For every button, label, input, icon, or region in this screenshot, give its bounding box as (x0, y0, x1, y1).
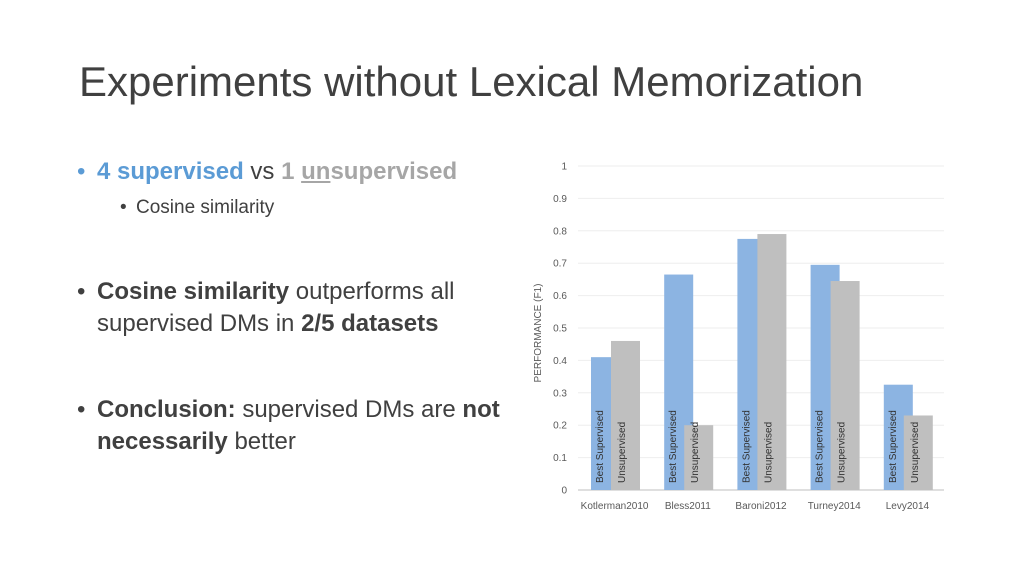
bullet-1-part5: supervised (330, 158, 458, 185)
y-tick-label: 0.2 (553, 421, 567, 432)
bullet-2-part2: outperforms all supervised DMs in (97, 278, 462, 337)
bullet-marker: • (77, 278, 86, 305)
bullet-3-part3: not necessarily (97, 396, 500, 455)
sub-bullet-1: • Cosine similarity (120, 197, 275, 219)
bullet-3-part4: better (227, 428, 296, 455)
bullet-3-part2: supervised DMs are (235, 396, 463, 423)
y-tick-label: 0.4 (553, 356, 567, 367)
bar-unsupervised (684, 425, 714, 490)
bullet-2: • Cosine similarity outperforms all supe… (77, 276, 507, 340)
bar-unsupervised (611, 340, 640, 490)
bullet-1-part2: vs (243, 158, 282, 185)
bar-unsupervised (757, 234, 787, 490)
bar-series-label: Unsupervised (910, 422, 921, 483)
sub-bullet-1-text: Cosine similarity (136, 197, 275, 218)
y-tick-label: 0.3 (553, 388, 567, 399)
y-tick-label: 0.6 (553, 291, 567, 302)
y-tick-label: 0.9 (553, 194, 567, 205)
bullet-2-part1: Cosine similarity (97, 278, 290, 305)
bar-unsupervised (903, 415, 933, 490)
bullet-1-part1: 4 supervised (97, 158, 244, 185)
bar-series-label: Best Supervised (815, 410, 826, 483)
bar-series-label: Unsupervised (617, 422, 628, 483)
bar-series-label: Unsupervised (763, 422, 774, 483)
bullet-2-part3: 2/5 datasets (301, 310, 439, 337)
x-tick-label: Baroni2012 (735, 501, 787, 512)
x-tick-label: Kotlerman2010 (581, 501, 649, 512)
bar-unsupervised (830, 281, 860, 490)
bar-series-label: Best Supervised (741, 410, 752, 483)
x-tick-label: Turney2014 (808, 501, 861, 512)
x-tick-label: Bless2011 (665, 501, 711, 512)
y-tick-label: 0.7 (553, 259, 567, 270)
bullet-3-part1: Conclusion: (97, 396, 236, 423)
bar-series-label: Best Supervised (595, 410, 606, 483)
y-tick-label: 1 (561, 162, 567, 173)
bullet-marker: • (77, 158, 86, 185)
bar-chart: 0 0.1 0.2 0.3 0.4 0.5 0.6 0.7 0.8 0.9 1 PERFORMANCE… (533, 162, 944, 512)
bar-series-label: Unsupervised (690, 422, 701, 483)
x-tick-label: Levy2014 (886, 501, 930, 512)
bullet-3: • Conclusion: supervised DMs are not nec… (77, 394, 507, 458)
bar-series-label: Unsupervised (837, 422, 848, 483)
bullet-1: • 4 supervised vs 1 unsupervised (77, 156, 458, 188)
bar-series-label: Best Supervised (668, 410, 679, 483)
bar-series-label: Best Supervised (888, 410, 899, 483)
y-tick-label: 0.5 (553, 324, 567, 335)
sub-bullet-marker: • (120, 197, 127, 218)
bullet-1-part3: 1 (281, 158, 302, 185)
slide-title: Experiments without Lexical Memorization (79, 58, 864, 105)
y-axis-label: PERFORMANCE (F1) (533, 284, 544, 383)
y-tick-label: 0.1 (553, 453, 567, 464)
bullet-1-part4: un (301, 158, 331, 185)
bullet-marker: • (77, 396, 86, 423)
y-tick-label: 0 (561, 486, 567, 497)
y-tick-label: 0.8 (553, 226, 567, 237)
